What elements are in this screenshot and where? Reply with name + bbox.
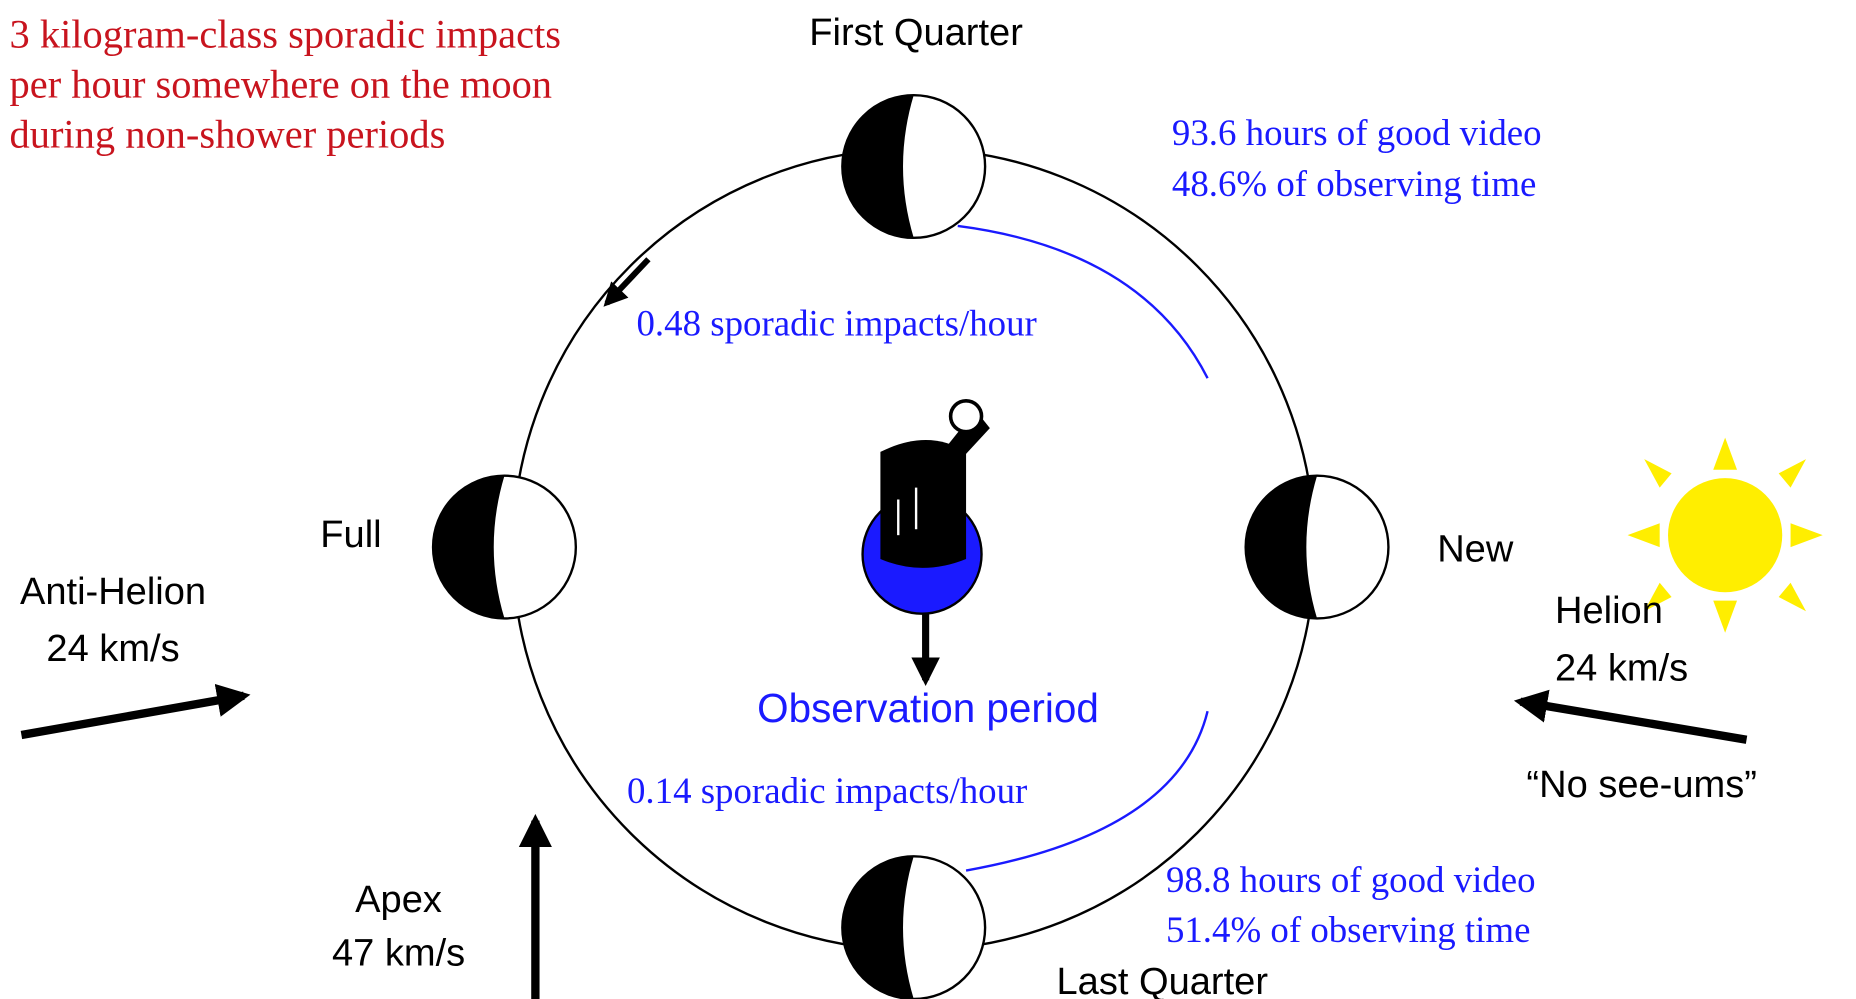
phase-label: First Quarter bbox=[809, 12, 1023, 54]
page: {"note_lines": ["3 kilogram-class sporad… bbox=[0, 0, 1856, 999]
helion-arrow bbox=[1520, 702, 1746, 740]
source-speed: 24 km/s bbox=[1555, 647, 1688, 689]
source-note: “No see-ums” bbox=[1526, 764, 1756, 806]
segment-rate: 0.48 sporadic impacts/hour bbox=[637, 302, 1037, 343]
segment-share: 51.4% of observing time bbox=[1166, 909, 1531, 950]
center-label: Observation period bbox=[757, 685, 1099, 731]
note-line: 3 kilogram-class sporadic impacts bbox=[10, 12, 561, 57]
note-line: during non-shower periods bbox=[10, 111, 446, 156]
anti-helion-arrow bbox=[21, 696, 243, 735]
phase-label: New bbox=[1437, 528, 1514, 570]
source-label: Anti-Helion bbox=[20, 571, 206, 613]
phase-label: Last Quarter bbox=[1056, 961, 1268, 999]
source-label: Apex bbox=[355, 879, 442, 921]
segment-hours: 93.6 hours of good video bbox=[1172, 112, 1542, 153]
moon-full bbox=[433, 476, 576, 619]
segment-share: 48.6% of observing time bbox=[1172, 163, 1537, 204]
moon-new bbox=[1246, 476, 1389, 619]
moon-first-quarter bbox=[842, 95, 985, 238]
phase-label: Full bbox=[320, 514, 381, 556]
source-speed: 47 km/s bbox=[332, 933, 465, 975]
source-speed: 24 km/s bbox=[46, 628, 179, 670]
source-label: Helion bbox=[1555, 590, 1663, 632]
note-line: per hour somewhere on the moon bbox=[10, 62, 553, 107]
moon-last-quarter bbox=[842, 856, 985, 999]
diagram: 3 kilogram-class sporadic impacts per ho… bbox=[0, 0, 1856, 999]
telescope-earth bbox=[863, 401, 990, 614]
segment-rate: 0.14 sporadic impacts/hour bbox=[627, 770, 1027, 811]
segment-hours: 98.8 hours of good video bbox=[1166, 859, 1536, 900]
orbit-arrow bbox=[607, 259, 649, 303]
